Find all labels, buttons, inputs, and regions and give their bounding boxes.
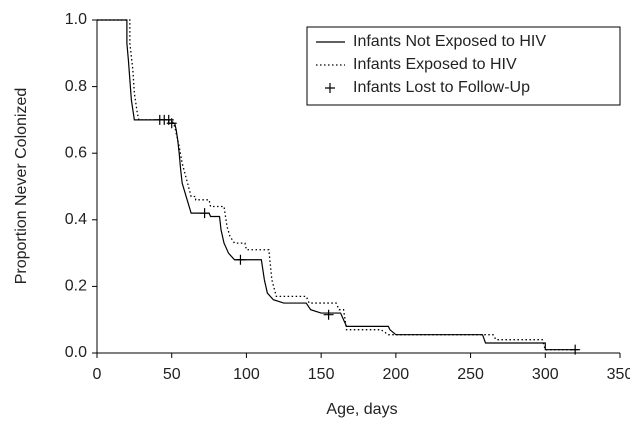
legend-symbol xyxy=(325,83,335,93)
x-tick-label: 100 xyxy=(233,366,260,383)
censor-mark xyxy=(570,344,581,355)
x-tick-label: 150 xyxy=(308,366,335,383)
x-tick-label: 350 xyxy=(607,366,630,383)
legend-label: Infants Not Exposed to HIV xyxy=(353,33,546,50)
y-tick-label: 0.0 xyxy=(65,344,87,361)
censor-mark xyxy=(166,118,177,129)
x-tick-label: 250 xyxy=(457,366,484,383)
censor-mark xyxy=(199,208,210,219)
y-tick-label: 0.2 xyxy=(65,278,87,295)
x-tick-label: 0 xyxy=(93,366,102,383)
censor-mark xyxy=(235,254,246,265)
y-tick-label: 1.0 xyxy=(65,11,87,28)
y-tick-label: 0.4 xyxy=(65,211,87,228)
x-axis-label: Age, days xyxy=(326,401,397,418)
y-tick-label: 0.8 xyxy=(65,78,87,95)
censor-mark xyxy=(323,309,334,320)
legend-label: Infants Exposed to HIV xyxy=(353,56,517,73)
x-tick-label: 300 xyxy=(532,366,559,383)
x-tick-label: 50 xyxy=(163,366,181,383)
x-tick-label: 200 xyxy=(383,366,410,383)
y-axis-label: Proportion Never Colonized xyxy=(13,88,30,285)
survival-line xyxy=(97,19,579,351)
legend-label: Infants Lost to Follow-Up xyxy=(353,79,530,96)
legend-box xyxy=(306,26,621,106)
y-tick-label: 0.6 xyxy=(65,144,87,161)
